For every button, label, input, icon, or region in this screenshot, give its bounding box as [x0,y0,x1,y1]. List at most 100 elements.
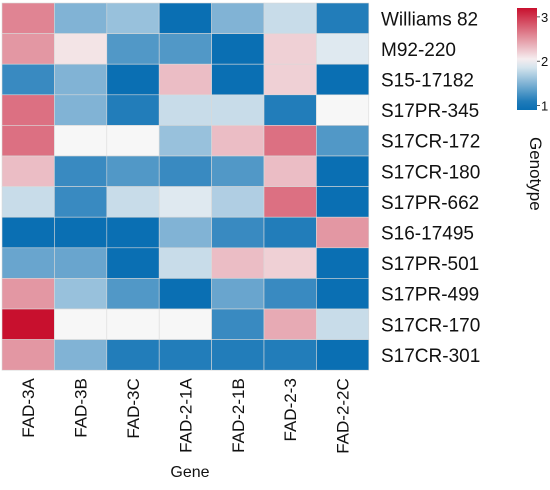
heatmap-cell [316,216,370,249]
heatmap-cell [158,186,212,218]
heatmap-cell [316,33,370,65]
heatmap-cell [158,278,212,310]
column-label: FAD-2-1B [229,378,248,453]
heatmap-cell [316,125,370,157]
heatmap-cell [106,339,160,371]
heatmap-cell [316,339,370,371]
heatmap-cell [263,216,317,249]
heatmap-cell [1,186,55,218]
heatmap-cell [158,247,212,279]
heatmap-cell [106,33,160,65]
row-label: S17CR-172 [381,132,480,153]
heatmap-cell [1,63,55,96]
heatmap-cell [263,186,317,218]
heatmap-cell [316,278,370,310]
row-label: S17PR-499 [381,285,479,306]
heatmap-cell [106,125,160,157]
heatmap-cell [263,308,317,340]
colorbar [517,8,537,110]
heatmap-cell [316,308,370,340]
heatmap-cell [158,125,212,157]
heatmap-cell [316,2,370,34]
heatmap-cell [1,125,55,157]
heatmap-cell [211,33,265,65]
column-label: FAD-3B [72,378,91,438]
heatmap-cell [1,33,55,65]
row-label: S15-17182 [381,71,474,92]
heatmap-cell [1,247,55,279]
heatmap-cell [106,2,160,34]
heatmap-cell [316,247,370,279]
heatmap-cell [106,216,160,249]
heatmap-cell [263,33,317,65]
heatmap-cell [211,278,265,310]
heatmap-cell [1,339,55,371]
row-label: S16-17495 [381,224,474,245]
column-label: FAD-2-3 [281,378,300,441]
row-labels: Williams 82 M92-220 S15-17182 S17PR-345 S17C… [381,9,480,367]
heatmap-cell [54,125,108,157]
heatmap-cell [106,247,160,279]
x-axis-label: Gene [170,464,209,481]
heatmap-cell [54,155,108,187]
heatmap-cell [158,33,212,65]
heatmap-cell [263,63,317,96]
colorbar-tick-label: 3 [541,10,548,25]
heatmap-cell [54,216,108,249]
heatmap-cell [211,339,265,371]
heatmap-cell [211,63,265,96]
heatmap-cell [106,308,160,340]
heatmap-cell [1,94,55,126]
heatmap-cells [1,2,370,371]
heatmap-cell [158,216,212,249]
heatmap-cell [263,278,317,310]
heatmap-cell [211,155,265,187]
column-label: FAD-2-2C [334,378,353,454]
row-label: S17PR-345 [381,101,479,122]
heatmap-cell [106,94,160,126]
heatmap-cell [211,308,265,340]
heatmap-cell [263,247,317,279]
heatmap-cell [54,278,108,310]
heatmap-cell [54,2,108,34]
heatmap-cell [316,94,370,126]
heatmap-cell [158,155,212,187]
heatmap-cell [211,2,265,34]
colorbar-tick-label: 1 [541,99,548,114]
heatmap-cell [1,155,55,187]
heatmap-cell [54,247,108,279]
heatmap-cell [158,308,212,340]
heatmap-cell [54,33,108,65]
heatmap-cell [316,186,370,218]
row-label: Williams 82 [381,9,478,30]
colorbar-tick-label: 2 [541,54,548,69]
row-label: S17CR-180 [381,162,480,183]
row-label: M92-220 [381,40,456,61]
row-label: S17CR-170 [381,315,480,336]
heatmap-cell [54,339,108,371]
heatmap-cell [106,63,160,96]
heatmap-cell [1,308,55,340]
heatmap-cell [1,278,55,310]
heatmap-cell [54,308,108,340]
heatmap-cell [263,94,317,126]
heatmap-cell [211,94,265,126]
heatmap-cell [1,216,55,249]
legend-title: Genotype [526,137,545,211]
row-label: S17PR-662 [381,193,479,214]
heatmap-cell [263,339,317,371]
heatmap-cell [263,2,317,34]
heatmap-cell [211,216,265,249]
heatmap-cell [211,186,265,218]
heatmap-cell [263,155,317,187]
column-label: FAD-2-1A [176,378,195,453]
heatmap-cell [158,339,212,371]
heatmap-cell [211,247,265,279]
heatmap-cell [316,155,370,187]
heatmap-cell [158,2,212,34]
heatmap-cell [54,186,108,218]
column-label: FAD-3C [124,378,143,438]
heatmap-cell [106,186,160,218]
